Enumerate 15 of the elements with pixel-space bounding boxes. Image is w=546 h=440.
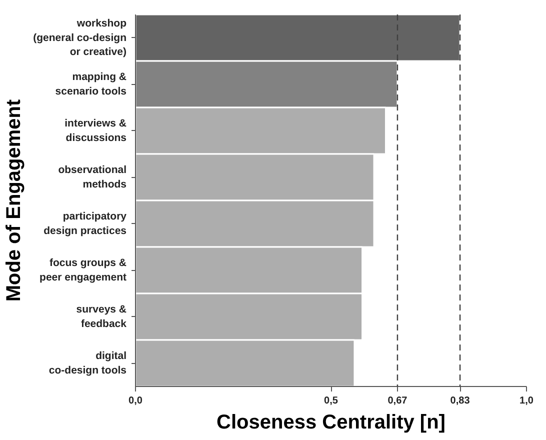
y-tick-label: surveys & feedback — [76, 304, 127, 330]
x-tick-label: 1,0 — [520, 396, 534, 406]
y-tick-label: interviews & discussions — [64, 118, 127, 144]
y-tick-label: digital co-design tools — [48, 350, 127, 376]
y-axis-title: Mode of Engagement — [3, 99, 26, 302]
x-axis-title: Closeness Centrality [n] — [216, 412, 446, 434]
x-tick-label: 0,5 — [324, 396, 338, 406]
x-tick-label: 0,83 — [450, 396, 470, 406]
y-tick-label: mapping & scenario tools — [55, 71, 127, 98]
y-tick-label: workshop (general co-design or creative) — [33, 17, 127, 58]
x-tick-label: 0,67 — [388, 396, 408, 406]
y-tick-label: focus groups & peer engagement — [40, 257, 128, 284]
x-tick-label: 0,0 — [128, 396, 143, 406]
y-tick-label: observational methods — [58, 164, 127, 190]
y-tick-label: participatory design practices — [44, 210, 127, 237]
